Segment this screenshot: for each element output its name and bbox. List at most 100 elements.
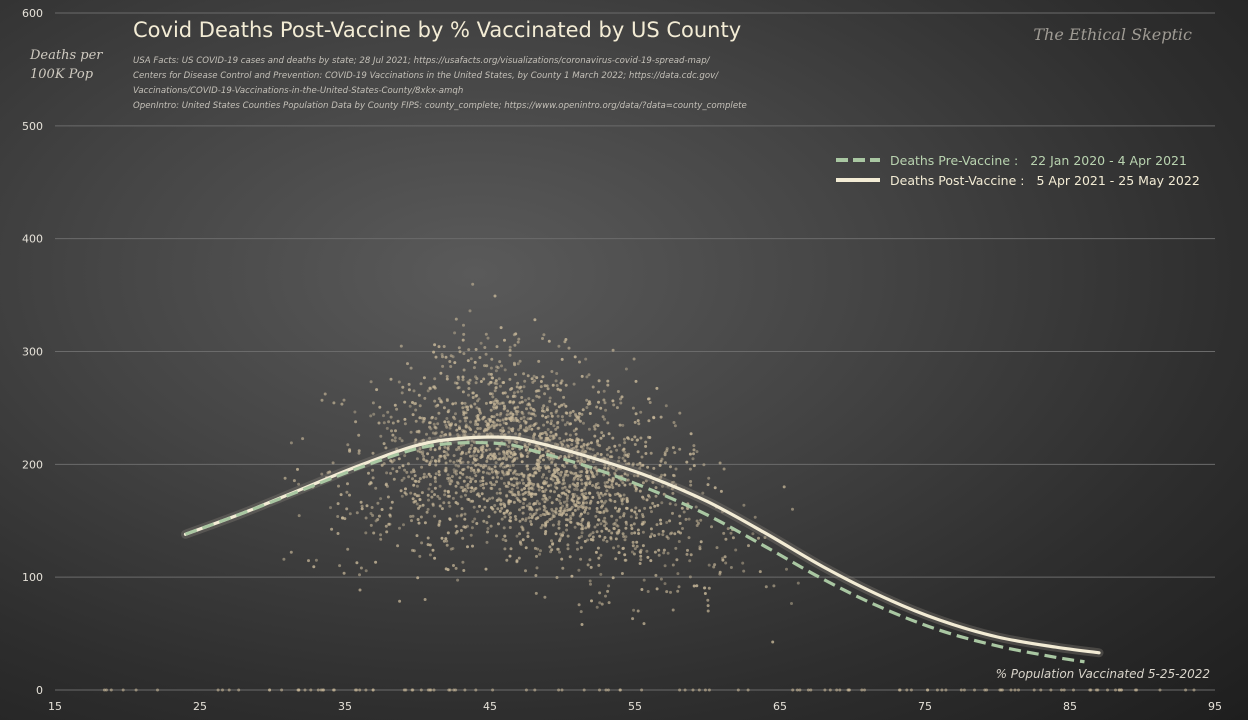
scatter-point — [481, 479, 485, 483]
scatter-point — [672, 421, 676, 424]
scatter-point — [520, 488, 524, 492]
scatter-point — [580, 534, 584, 538]
scatter-point — [598, 534, 602, 538]
scatter-point — [467, 447, 471, 451]
scatter-point — [666, 551, 670, 555]
scatter-point — [643, 506, 647, 510]
scatter-point — [412, 470, 416, 474]
scatter-point — [438, 454, 442, 458]
scatter-point — [647, 419, 651, 423]
scatter-point — [646, 590, 650, 593]
scatter-point — [340, 402, 344, 406]
scatter-point — [646, 435, 650, 439]
scatter-point — [597, 379, 601, 383]
scatter-point — [369, 380, 373, 384]
scatter-point — [576, 441, 580, 445]
scatter-point — [671, 446, 675, 450]
scatter-point — [522, 481, 525, 485]
scatter-point — [633, 435, 637, 439]
scatter-point — [626, 436, 630, 440]
scatter-point — [518, 481, 522, 485]
scatter-point — [584, 526, 588, 530]
scatter-point — [538, 447, 542, 451]
scatter-point — [502, 452, 506, 456]
scatter-point — [694, 505, 698, 509]
scatter-point — [469, 490, 473, 493]
scatter-point — [398, 526, 401, 530]
scatter-point — [472, 489, 476, 493]
scatter-point — [389, 506, 393, 510]
scatter-point — [507, 500, 511, 504]
scatter-point — [498, 464, 502, 468]
scatter-point — [515, 385, 519, 389]
scatter-point — [500, 476, 503, 480]
scatter-point — [387, 420, 391, 424]
scatter-point — [677, 540, 681, 543]
scatter-point — [668, 502, 672, 506]
scatter-point — [505, 494, 509, 498]
scatter-point — [431, 502, 435, 506]
source-line: USA Facts: US COVID-19 cases and deaths … — [133, 56, 710, 66]
scatter-point — [675, 558, 679, 562]
scatter-point — [674, 503, 678, 507]
scatter-point — [522, 419, 526, 423]
scatter-point — [466, 408, 470, 412]
scatter-point — [623, 472, 627, 476]
scatter-point — [591, 538, 595, 542]
scatter-point — [531, 408, 535, 411]
scatter-point — [524, 519, 528, 523]
scatter-point — [451, 402, 455, 406]
scatter-point — [603, 417, 606, 421]
scatter-point — [398, 599, 402, 603]
scatter-point — [471, 520, 475, 524]
scatter-point — [601, 415, 605, 419]
scatter-point — [562, 500, 566, 504]
scatter-point — [959, 688, 963, 692]
scatter-point — [495, 345, 499, 349]
scatter-point — [554, 379, 558, 383]
scatter-point — [651, 501, 655, 505]
y-tick-label: 500 — [22, 120, 43, 133]
scatter-point — [417, 506, 420, 510]
scatter-point — [603, 492, 607, 496]
scatter-point — [407, 388, 411, 392]
scatter-point — [346, 443, 350, 447]
scatter-point — [593, 525, 597, 529]
scatter-point — [626, 499, 630, 503]
scatter-point — [491, 688, 495, 692]
scatter-point — [495, 499, 499, 502]
scatter-point — [528, 442, 532, 446]
scatter-point — [496, 401, 499, 405]
scatter-point — [545, 480, 549, 484]
scatter-point — [483, 427, 487, 431]
scatter-point — [659, 577, 663, 581]
scatter-point — [439, 371, 443, 375]
scatter-point — [513, 440, 517, 443]
scatter-point — [471, 544, 474, 548]
scatter-point — [519, 417, 523, 421]
scatter-point — [489, 457, 493, 461]
scatter-point — [452, 460, 456, 464]
scatter-point — [461, 486, 465, 489]
scatter-point — [491, 395, 495, 399]
scatter-point — [519, 385, 523, 389]
scatter-point — [417, 429, 421, 433]
scatter-point — [539, 385, 543, 389]
scatter-point — [589, 470, 593, 474]
scatter-point — [580, 482, 584, 486]
scatter-point — [482, 486, 486, 490]
scatter-point — [487, 465, 491, 469]
scatter-point — [757, 536, 760, 540]
scatter-point — [605, 509, 609, 513]
scatter-point — [636, 450, 640, 454]
scatter-point — [741, 561, 745, 565]
scatter-point — [516, 490, 520, 494]
scatter-point — [609, 537, 613, 541]
scatter-point — [566, 473, 570, 477]
scatter-point — [529, 482, 533, 486]
scatter-point — [425, 432, 428, 436]
scatter-point — [485, 443, 489, 447]
scatter-point — [524, 398, 527, 402]
scatter-point — [563, 423, 567, 427]
scatter-point — [599, 453, 603, 456]
